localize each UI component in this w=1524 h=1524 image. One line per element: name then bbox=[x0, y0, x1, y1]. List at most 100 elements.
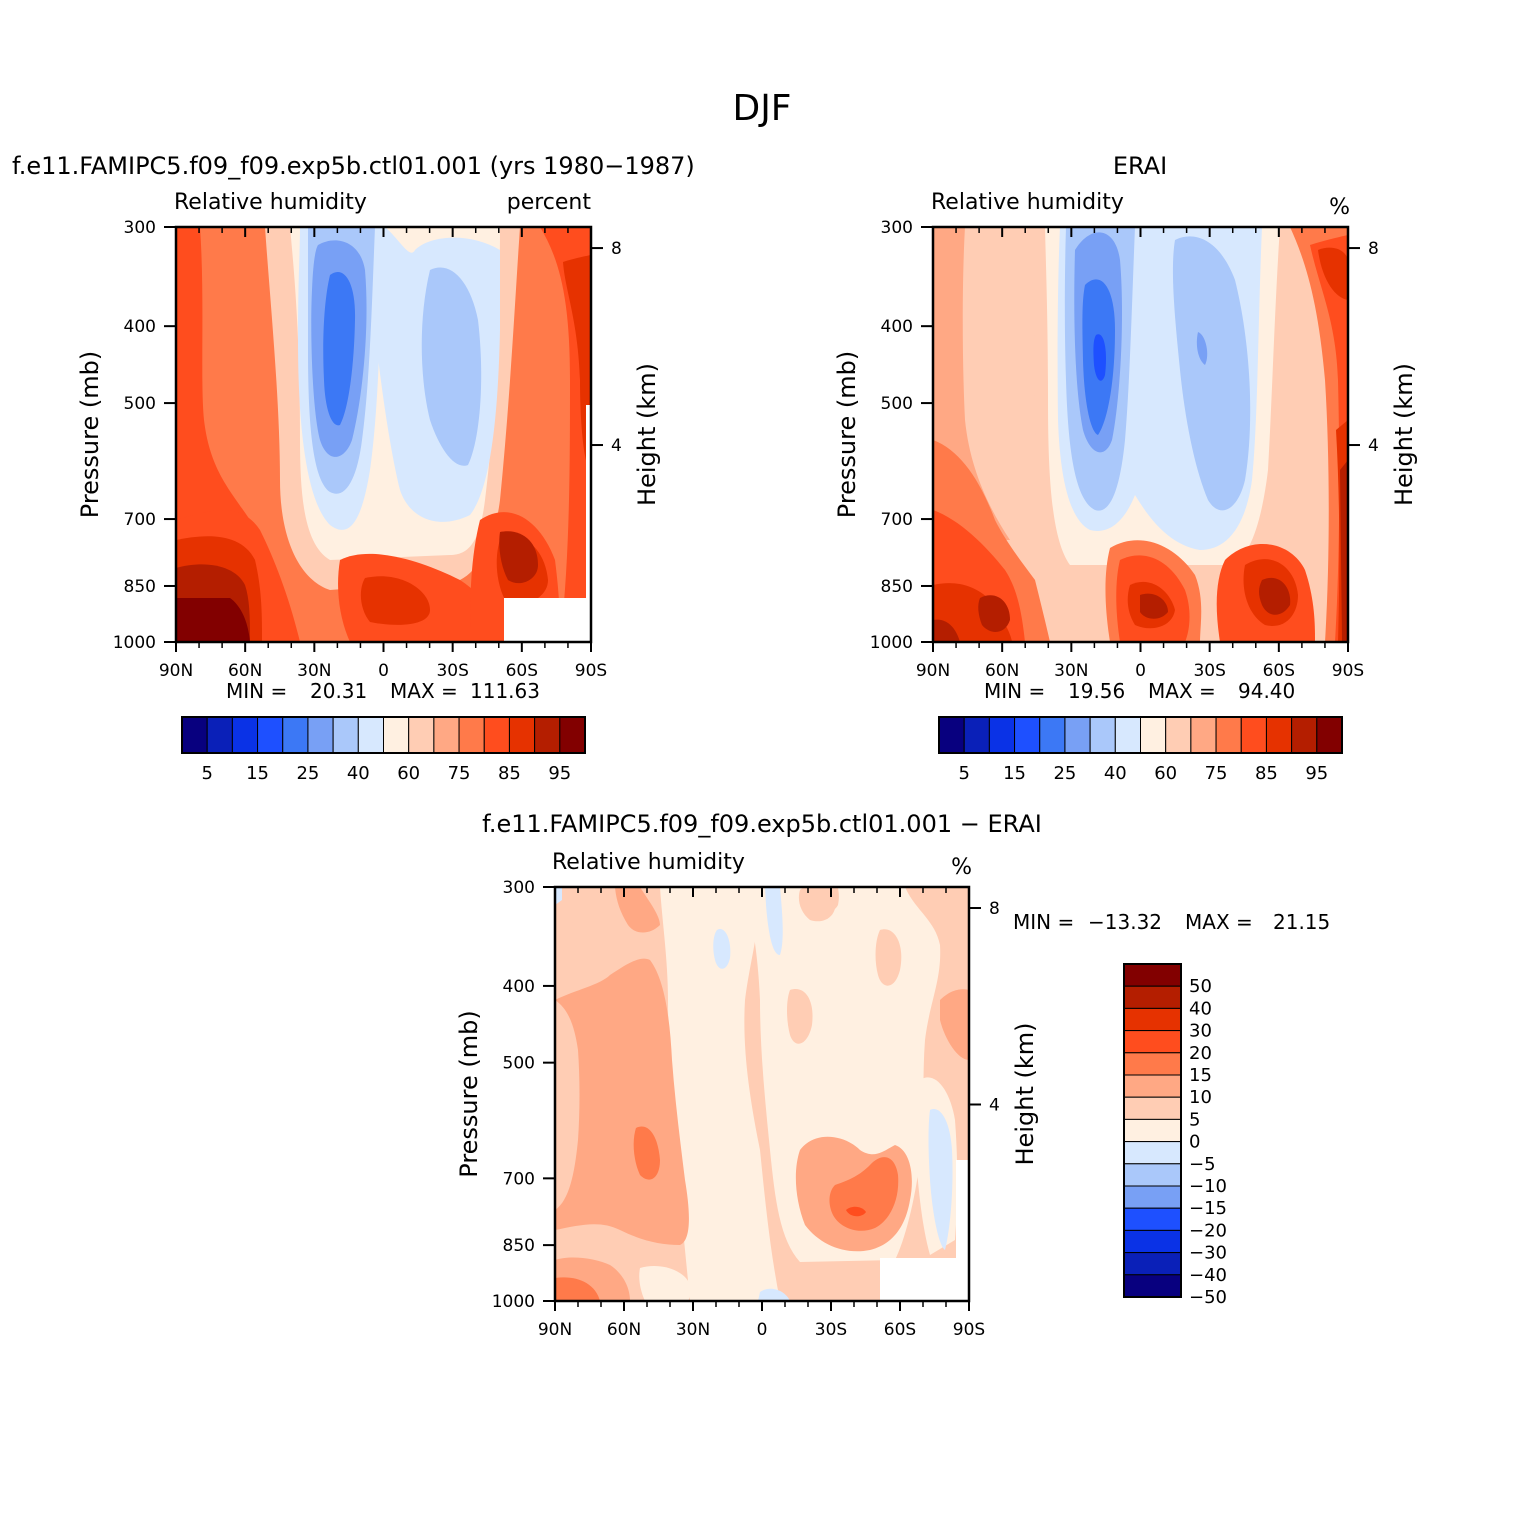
colorbar-swatch bbox=[1123, 1074, 1182, 1098]
panel-model-max-value: 111.63 bbox=[470, 679, 540, 703]
colorbar-label: 85 bbox=[1255, 763, 1278, 784]
panel-diff-left-label: Relative humidity bbox=[552, 850, 745, 875]
colorbar-swatch bbox=[458, 716, 485, 754]
x-tick-label: 90N bbox=[916, 661, 950, 681]
colorbar-swatch bbox=[231, 716, 259, 754]
colorbar-swatch bbox=[1123, 1096, 1182, 1120]
colorbar-swatch bbox=[1265, 716, 1293, 754]
y2-tick-label: 8 bbox=[1368, 239, 1379, 259]
colorbar-swatch bbox=[988, 716, 1016, 754]
colorbar-swatch bbox=[1123, 1141, 1182, 1165]
y-tick-label: 850 bbox=[881, 577, 913, 597]
panel-erai-colorbar: 5 15 25 40 60 75 85 95 bbox=[938, 716, 1343, 784]
colorbar-label: 20 bbox=[1189, 1043, 1212, 1064]
y-tick-label: 700 bbox=[881, 510, 913, 530]
colorbar-label: 40 bbox=[1104, 763, 1127, 784]
panel-erai-min-label: MIN = bbox=[984, 679, 1045, 703]
colorbar-swatch bbox=[332, 716, 359, 754]
colorbar-label: 60 bbox=[1154, 763, 1177, 784]
colorbar-swatch bbox=[1316, 716, 1343, 754]
colorbar-label: 75 bbox=[1205, 763, 1228, 784]
x-tick-label: 90N bbox=[538, 1320, 572, 1340]
colorbar-swatch bbox=[1123, 1229, 1182, 1254]
panel-diff-max-label: MAX = bbox=[1185, 910, 1253, 934]
colorbar-swatch bbox=[559, 716, 586, 754]
panel-model-title: f.e11.FAMIPC5.f09_f09.exp5b.ctl01.001 (y… bbox=[12, 152, 695, 180]
panel-model-colorbar: 5 15 25 40 60 75 85 95 bbox=[181, 716, 586, 784]
colorbar-label: −10 bbox=[1189, 1176, 1227, 1197]
colorbar-label: 60 bbox=[397, 763, 420, 784]
x-tick-label: 90N bbox=[159, 661, 193, 681]
panel-diff-min-value: −13.32 bbox=[1088, 910, 1162, 934]
y-axis-title: Pressure (mb) bbox=[455, 1010, 483, 1177]
panel-diff: f.e11.FAMIPC5.f09_f09.exp5b.ctl01.001 − … bbox=[455, 810, 1330, 1340]
y-tick-label: 1000 bbox=[492, 1292, 535, 1312]
colorbar-label: 75 bbox=[448, 763, 471, 784]
y2-tick-label: 8 bbox=[989, 899, 1000, 919]
panel-model-min-label: MIN = bbox=[226, 679, 287, 703]
colorbar-swatch bbox=[1123, 1052, 1182, 1076]
colorbar-swatch bbox=[408, 716, 435, 754]
x-tick-label: 30S bbox=[1193, 661, 1225, 681]
colorbar-label: 85 bbox=[498, 763, 521, 784]
panel-diff-contours bbox=[555, 887, 969, 1301]
colorbar-swatch bbox=[1123, 963, 1182, 987]
y-tick-label: 300 bbox=[124, 218, 156, 238]
colorbar-label: 25 bbox=[296, 763, 319, 784]
y-tick-label: 500 bbox=[503, 1054, 535, 1074]
colorbar-label: 5 bbox=[958, 763, 969, 784]
colorbar-swatch bbox=[1123, 985, 1182, 1009]
y-tick-label: 400 bbox=[881, 317, 913, 337]
colorbar-label: 40 bbox=[347, 763, 370, 784]
colorbar-swatch bbox=[1123, 1252, 1182, 1276]
y-axis-title: Pressure (mb) bbox=[76, 351, 104, 518]
x-tick-label: 0 bbox=[757, 1320, 768, 1340]
colorbar-swatch bbox=[1014, 716, 1041, 754]
colorbar-swatch bbox=[1123, 1274, 1182, 1298]
colorbar-label: −20 bbox=[1189, 1220, 1227, 1241]
y-tick-label: 300 bbox=[503, 878, 535, 898]
x-tick-label: 60S bbox=[884, 1320, 916, 1340]
panel-diff-max-value: 21.15 bbox=[1273, 910, 1330, 934]
colorbar-swatch bbox=[357, 716, 384, 754]
colorbar-swatch bbox=[1291, 716, 1318, 754]
y2-tick-label: 4 bbox=[989, 1096, 1000, 1116]
panel-diff-units: % bbox=[951, 855, 972, 880]
y-tick-label: 700 bbox=[503, 1169, 535, 1189]
svg-text:MIN = 19.56 MAX =: MIN = 19.56 MAX = 94.40 bbox=[984, 679, 1295, 703]
colorbar-swatch bbox=[534, 716, 561, 754]
colorbar-label: 5 bbox=[201, 763, 212, 784]
colorbar-label: −50 bbox=[1189, 1287, 1227, 1308]
x-tick-label: 60N bbox=[228, 661, 262, 681]
colorbar-swatch bbox=[938, 716, 965, 754]
colorbar-label: −5 bbox=[1189, 1154, 1216, 1175]
colorbar-swatch bbox=[1123, 1007, 1182, 1032]
panel-erai-max-value: 94.40 bbox=[1238, 679, 1295, 703]
colorbar-label: 30 bbox=[1189, 1021, 1212, 1042]
panel-model-left-label: Relative humidity bbox=[174, 190, 367, 215]
panel-model-units: percent bbox=[507, 190, 592, 215]
colorbar-label: 15 bbox=[1003, 763, 1026, 784]
x-tick-label: 90S bbox=[575, 661, 607, 681]
colorbar-swatch bbox=[433, 716, 460, 754]
figure-title: DJF bbox=[732, 88, 791, 129]
colorbar-swatch bbox=[1240, 716, 1267, 754]
colorbar-label: 15 bbox=[246, 763, 269, 784]
colorbar-swatch bbox=[206, 716, 233, 754]
colorbar-label: −30 bbox=[1189, 1243, 1227, 1264]
y-tick-label: 1000 bbox=[870, 633, 913, 653]
colorbar-label: 25 bbox=[1053, 763, 1076, 784]
colorbar-swatch bbox=[1165, 716, 1192, 754]
x-tick-label: 60N bbox=[607, 1320, 641, 1340]
panel-model-contours bbox=[176, 227, 591, 642]
svg-text:MIN = −13.32 MAX =: MIN = −13.32 MAX = 21.15 bbox=[1013, 910, 1330, 934]
y-tick-label: 300 bbox=[881, 218, 913, 238]
panel-erai-title: ERAI bbox=[1113, 152, 1167, 180]
colorbar-swatch bbox=[1039, 716, 1066, 754]
colorbar-swatch bbox=[1123, 1163, 1182, 1187]
colorbar-label: 15 bbox=[1189, 1065, 1212, 1086]
x-tick-label: 90S bbox=[1332, 661, 1364, 681]
